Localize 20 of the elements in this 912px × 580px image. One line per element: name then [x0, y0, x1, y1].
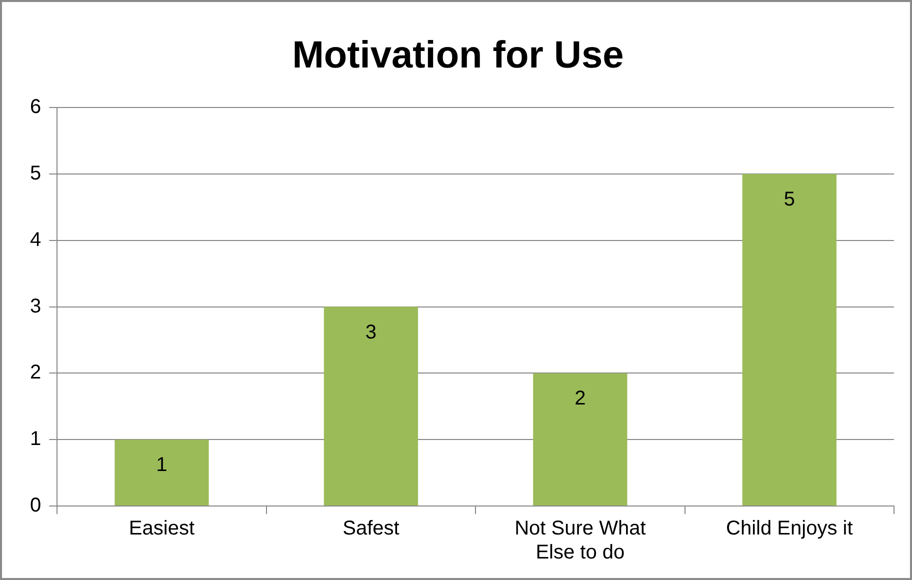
chart-title: Motivation for Use — [292, 34, 624, 76]
data-label: 1 — [156, 454, 168, 476]
bar — [533, 373, 628, 506]
y-tick-label: 4 — [30, 228, 42, 251]
data-label: 5 — [784, 188, 795, 211]
data-label: 2 — [574, 388, 586, 410]
x-tick-label: Not Sure What Else to do — [514, 518, 646, 564]
y-tick-label: 1 — [30, 428, 42, 450]
bar — [324, 306, 418, 506]
data-label: 3 — [365, 321, 377, 344]
y-tick-label: 6 — [30, 96, 42, 118]
y-tick-label: 0 — [30, 494, 42, 517]
y-tick-label: 5 — [30, 162, 42, 185]
x-tick-label: Easiest — [128, 518, 195, 540]
x-tick-label: Safest — [342, 518, 400, 540]
bar — [742, 174, 836, 506]
y-tick-label: 2 — [30, 362, 42, 384]
y-tick-label: 3 — [30, 295, 42, 318]
bar — [114, 440, 209, 506]
x-tick-label: Child Enjoys it — [726, 518, 854, 540]
